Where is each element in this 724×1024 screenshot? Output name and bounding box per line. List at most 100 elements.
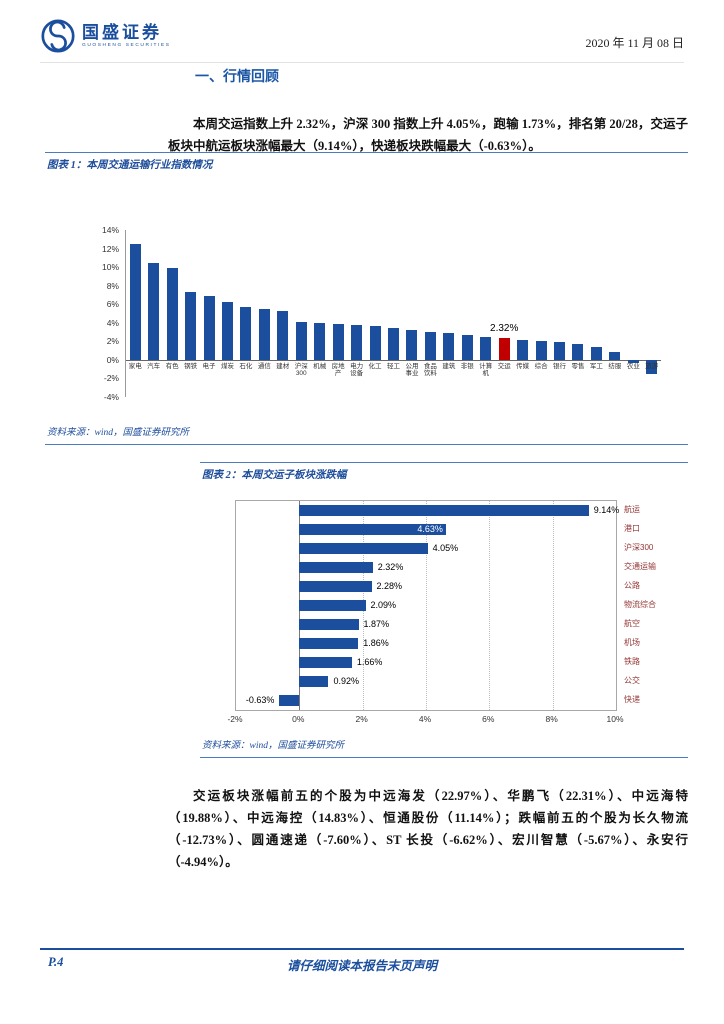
chart1-category-label: 煤炭	[220, 362, 234, 370]
chart2-category-label: 交通运输	[624, 562, 656, 571]
chart2-category-label: 铁路	[624, 657, 640, 666]
figure1-caption: 图表 1：本周交通运输行业指数情况	[47, 160, 213, 171]
chart2-bar	[299, 619, 359, 630]
chart1-category-label: 钢铁	[184, 362, 198, 370]
chart2-bar	[299, 676, 329, 687]
chart1-category-label: 石化	[239, 362, 253, 370]
chart2-gridline	[552, 501, 554, 710]
chart2-value-label: 2.09%	[370, 600, 397, 610]
chart2-category-label: 机场	[624, 638, 640, 647]
chart1-y-tick-label: 10%	[101, 262, 119, 273]
chart1-y-tick-label: 6%	[106, 299, 119, 310]
chart2-value-label: 2.28%	[376, 581, 403, 591]
chart2-bar	[299, 657, 352, 668]
chart2-bar	[299, 505, 589, 516]
header-divider	[40, 62, 684, 63]
chart1-y-tick-label: 0%	[106, 354, 119, 365]
chart1-bar	[148, 263, 160, 360]
chart1-bar	[480, 336, 492, 360]
chart2-bar	[299, 581, 372, 592]
chart1-bar	[424, 331, 436, 360]
chart2-category-label: 物流综合	[624, 600, 656, 609]
chart1-category-label: 纺服	[608, 362, 622, 370]
chart1-bar	[240, 307, 252, 360]
chart2-category-label: 沪深300	[624, 543, 654, 552]
chart2-value-label: 1.66%	[356, 657, 383, 667]
intro-paragraph: 本周交运指数上升 2.32%，沪深 300 指数上升 4.05%，跑输 1.73…	[168, 117, 688, 153]
figure2-bottom-rule	[200, 757, 688, 758]
chart2-value-label: 2.32%	[377, 562, 404, 572]
chart1-bar	[203, 296, 215, 360]
chart2-category-label: 航空	[624, 619, 640, 628]
chart2-value-label: 4.05%	[432, 543, 459, 553]
footer-divider	[40, 948, 684, 950]
chart1-category-label: 公用事业	[405, 362, 419, 378]
chart1-category-label: 旅游	[645, 362, 659, 370]
chart2-value-label: 9.14%	[593, 505, 620, 515]
figure-1: 图表 1：本周交通运输行业指数情况 家电 汽车 有色 钢铁 电子 煤炭 石化 通信 建材 沪深30…	[45, 152, 688, 452]
chart1-bar	[166, 268, 178, 360]
chart1-category-label: 化工	[368, 362, 382, 370]
chart2-x-tick-label: 10%	[606, 714, 624, 724]
chart1-bar	[498, 338, 510, 360]
chart2-x-tick-label: 2%	[355, 714, 368, 724]
figure1-bottom-rule	[45, 444, 688, 445]
brand-text: 国盛证券 GUOSHENG SECURITIES	[82, 23, 171, 49]
chart1-category-label: 电子	[202, 362, 216, 370]
chart1-bar	[646, 359, 658, 375]
chart2-value-label: 0.92%	[333, 676, 359, 686]
chart1-bar	[535, 341, 547, 360]
chart2-bar	[299, 543, 428, 554]
brand-subtitle: GUOSHENG SECURITIES	[82, 43, 171, 48]
chart2-bar	[279, 695, 300, 706]
footer-disclaimer: 请仔细阅读本报告末页声明	[286, 959, 437, 973]
chart1-bar	[461, 335, 473, 360]
chart1-y-tick-label: -2%	[103, 373, 119, 384]
chart2-category-label: 港口	[624, 524, 640, 533]
chart1-category-label: 计算机	[479, 362, 493, 378]
chart1-bar	[572, 343, 584, 360]
chart1-y-tick-label: 8%	[106, 280, 119, 291]
chart1-category-label: 沪深300	[294, 362, 308, 378]
chart1-category-label: 建筑	[442, 362, 456, 370]
subsector-change-bar-chart: 9.14% 4.63% 4.05% 2.32% 2.28% 2.09% 1.87% 1.86%…	[200, 492, 688, 732]
figure1-source: 资料来源：wind，国盛证券研究所	[47, 428, 189, 438]
chart1-bar	[185, 291, 197, 360]
chart1-category-label: 建材	[276, 362, 290, 370]
chart2-category-label: 快递	[624, 695, 640, 704]
chart2-x-tick-label: -2%	[227, 714, 243, 724]
chart2-bar	[299, 600, 366, 611]
chart1-category-label: 通信	[257, 362, 271, 370]
figure2-source: 资料来源：wind，国盛证券研究所	[202, 741, 344, 751]
chart1-category-label: 非银	[460, 362, 474, 370]
chart2-value-label: 1.86%	[363, 638, 389, 648]
chart2-plot-area: 9.14% 4.63% 4.05% 2.32% 2.28% 2.09% 1.87% 1.86%…	[235, 500, 620, 711]
chart1-y-tick-label: 4%	[106, 317, 119, 328]
chart1-category-label: 传媒	[516, 362, 530, 370]
chart1-bar	[443, 333, 455, 360]
guosheng-logo-icon	[41, 19, 75, 53]
chart1-category-label: 军工	[589, 362, 603, 370]
chart2-category-label: 公交	[624, 676, 640, 685]
industry-index-bar-chart: 家电 汽车 有色 钢铁 电子 煤炭 石化 通信 建材 沪深300 机械 房地产 电力设备 化工 轻工 公用事业…	[45, 222, 688, 432]
report-date: 2020 年 11 月 08 日	[585, 36, 684, 50]
chart1-bar	[609, 352, 621, 360]
chart2-value-label: 4.63%	[417, 524, 443, 534]
chart1-y-tick-label: 12%	[101, 243, 119, 254]
chart1-y-tick-label: 2%	[106, 336, 119, 347]
chart2-category-label: 公路	[624, 581, 640, 590]
chart1-category-label: 轻工	[387, 362, 400, 370]
chart1-category-label: 食品饮料	[423, 362, 437, 378]
chart1-y-tick-label: -4%	[103, 392, 119, 402]
chart1-bar	[554, 342, 566, 360]
chart1-bar	[517, 339, 529, 360]
chart1-category-label: 交运	[497, 362, 511, 370]
page-number: P.4	[48, 955, 64, 969]
chart2-value-label: -0.63%	[245, 695, 275, 705]
chart1-bar	[590, 346, 602, 360]
chart2-x-tick-label: 6%	[482, 714, 495, 724]
chart2-gridline	[426, 501, 427, 710]
chart2-bar	[299, 524, 446, 535]
chart1-bar	[627, 359, 639, 363]
page-header: 国盛证券 GUOSHENG SECURITIES 2020 年 11 月 08 …	[40, 18, 684, 60]
